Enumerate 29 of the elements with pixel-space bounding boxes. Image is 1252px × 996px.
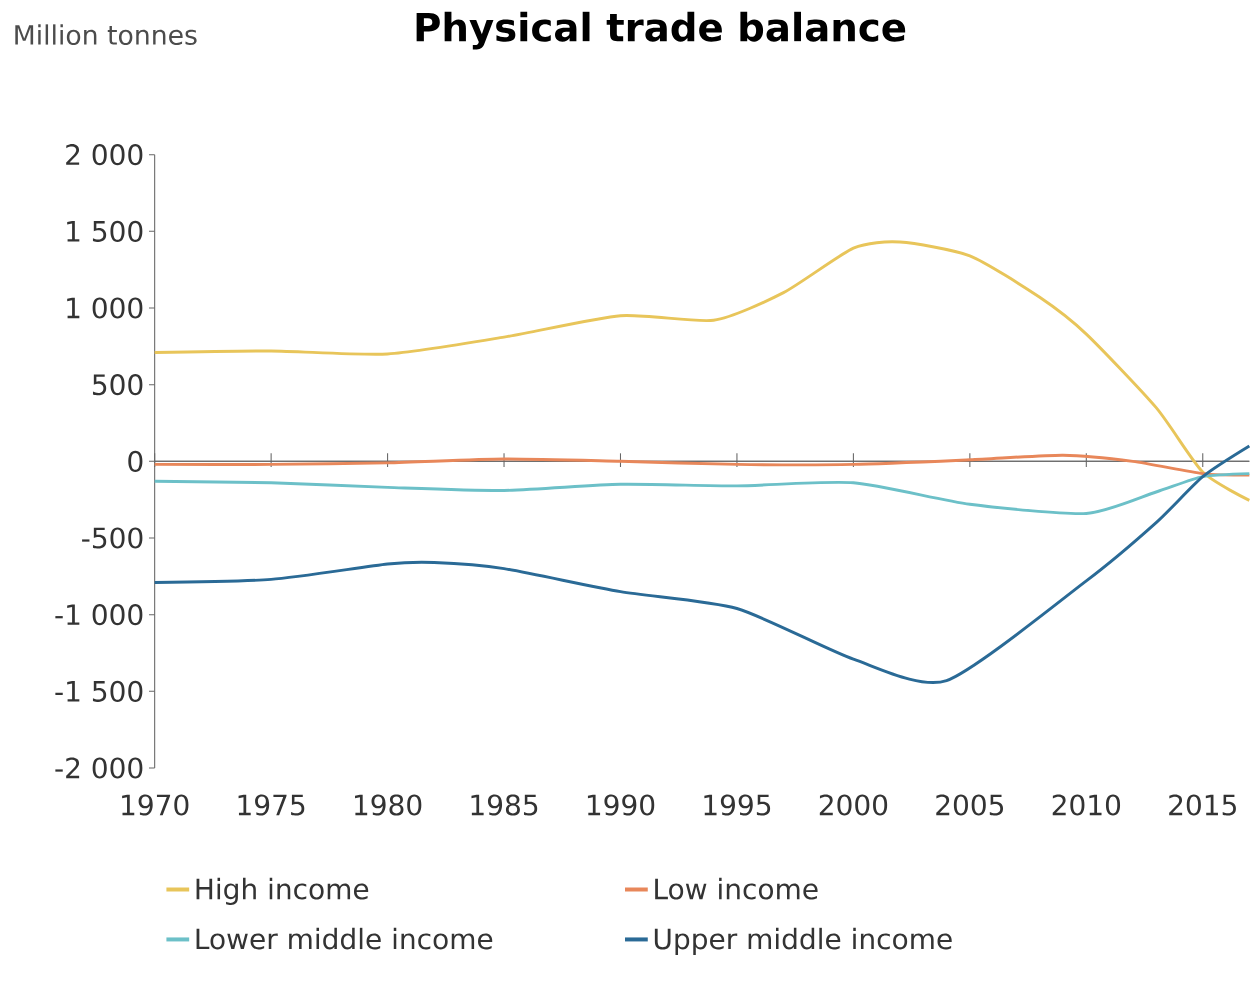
y-tick-label: -1 000 <box>55 604 143 626</box>
x-tick-label: 2010 <box>1052 794 1121 816</box>
y-tick-label: 1 500 <box>67 220 143 242</box>
y-tick-label: 0 <box>128 450 143 472</box>
x-tick-label: 2000 <box>819 794 888 816</box>
y-tick-label: -1 500 <box>55 680 143 702</box>
y-tick-label: 2 000 <box>66 144 143 166</box>
x-tick-label: 1980 <box>355 794 422 816</box>
y-tick-label: -500 <box>82 527 143 549</box>
line-series <box>153 240 1251 502</box>
legend-label: High income <box>196 877 369 905</box>
x-tick-label: 1985 <box>471 794 538 816</box>
line-series <box>153 453 1251 477</box>
y-tick-label: 1 000 <box>67 297 143 319</box>
y-axis-title: Million tonnes <box>15 24 197 45</box>
line-series <box>153 472 1251 516</box>
legend-label: Upper middle income <box>654 927 952 955</box>
chart-title: Physical trade balance <box>416 11 906 50</box>
x-tick-label: 1990 <box>587 794 655 816</box>
y-tick-label: 500 <box>92 374 143 396</box>
x-tick-label: 2015 <box>1169 794 1236 816</box>
x-tick-label: 1975 <box>238 794 305 816</box>
x-tick-label: 1995 <box>704 794 771 816</box>
y-tick-label: -2 000 <box>55 757 143 779</box>
x-tick-label: 2005 <box>936 794 1004 816</box>
line-series <box>153 444 1251 684</box>
legend-label: Low income <box>655 877 818 900</box>
x-tick-label: 1970 <box>122 794 189 816</box>
legend-label: Lower middle income <box>196 927 493 950</box>
